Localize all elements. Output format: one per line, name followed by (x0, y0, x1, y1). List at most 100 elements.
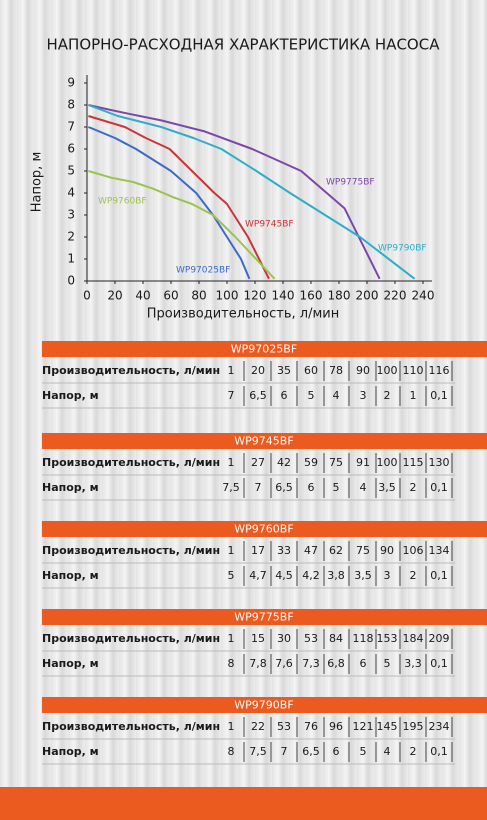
x-tick-label: 180 (328, 289, 351, 303)
table-cell: 91 (356, 456, 370, 469)
series-line (88, 126, 251, 280)
y-tick-label: 6 (67, 142, 75, 156)
table-cell: 100 (377, 456, 398, 469)
table-cell: 7 (228, 389, 235, 402)
table-cell: 27 (251, 456, 265, 469)
table-cell: 20 (251, 364, 265, 377)
table-cell: 6,5 (275, 481, 293, 494)
table-cell: 5 (384, 657, 391, 670)
table-cell: 3 (360, 389, 367, 402)
table-cell: 2 (410, 481, 417, 494)
table-cell: 76 (304, 720, 318, 733)
x-tick-label: 0 (83, 289, 91, 303)
x-tick-label: 140 (272, 289, 295, 303)
table-cell: 0,1 (430, 389, 448, 402)
series-label: WP9760BF (98, 197, 147, 207)
x-tick-label: 220 (384, 289, 407, 303)
table-cell: 3,5 (378, 481, 396, 494)
table-cell: 35 (277, 364, 291, 377)
table-header (42, 433, 487, 449)
table-cell: 145 (377, 720, 398, 733)
table-cell: 0,1 (430, 481, 448, 494)
table-cell: 0,1 (430, 657, 448, 670)
table-cell: 7,6 (275, 657, 293, 670)
table-cell: 3,3 (404, 657, 422, 670)
x-tick-label: 160 (300, 289, 323, 303)
x-tick-label: 60 (163, 289, 178, 303)
table-cell: 47 (304, 544, 318, 557)
row-label: Напор, м (42, 389, 99, 402)
table-cell: 2 (384, 389, 391, 402)
series-label: WP9745BF (245, 220, 294, 230)
table-header (42, 697, 487, 713)
series-line (88, 115, 270, 280)
y-tick-label: 2 (67, 230, 75, 244)
table-cell: 1 (228, 456, 235, 469)
table-cell: 1 (228, 720, 235, 733)
row-label: Напор, м (42, 569, 99, 582)
table-cell: 8 (228, 745, 235, 758)
table-cell: 1 (228, 364, 235, 377)
y-tick-label: 1 (67, 252, 75, 266)
y-axis-label: Напор, м (30, 152, 45, 213)
table-cell: 17 (251, 544, 265, 557)
table-cell: 4 (360, 481, 367, 494)
table-cell: 53 (304, 632, 318, 645)
table-cell: 84 (329, 632, 343, 645)
table-header (42, 609, 487, 625)
table-cell: 209 (429, 632, 450, 645)
x-axis-label: Производительность, л/мин (147, 307, 339, 322)
table-cell: 7,3 (302, 657, 320, 670)
table-cell: 6 (308, 481, 315, 494)
table-cell: 134 (429, 544, 450, 557)
series-label: WP9790BF (378, 244, 427, 254)
table-title: WP97025BF (231, 343, 297, 356)
table-cell: 0,1 (430, 569, 448, 582)
table-cell: 5 (308, 389, 315, 402)
table-cell: 42 (277, 456, 291, 469)
table-cell: 100 (377, 364, 398, 377)
table-cell: 6,8 (327, 657, 345, 670)
y-tick-label: 8 (67, 98, 75, 112)
table-cell: 7,8 (249, 657, 267, 670)
table-cell: 6 (281, 389, 288, 402)
x-tick-label: 100 (216, 289, 239, 303)
table-cell: 153 (377, 632, 398, 645)
table-cell: 3,8 (327, 569, 345, 582)
x-tick-label: 240 (412, 289, 435, 303)
y-tick-label: 3 (67, 208, 75, 222)
table-cell: 1 (410, 389, 417, 402)
table-cell: 5 (228, 569, 235, 582)
table-cell: 4,2 (302, 569, 320, 582)
table-cell: 116 (429, 364, 450, 377)
y-tick-label: 5 (67, 164, 75, 178)
table-cell: 2 (410, 745, 417, 758)
table-cell: 7 (255, 481, 262, 494)
table-cell: 4,7 (249, 569, 267, 582)
table-cell: 106 (403, 544, 424, 557)
table-cell: 53 (277, 720, 291, 733)
table-cell: 4,5 (275, 569, 293, 582)
table-cell: 7,5 (222, 481, 240, 494)
table-cell: 33 (277, 544, 291, 557)
table-cell: 60 (304, 364, 318, 377)
table-cell: 121 (353, 720, 374, 733)
table-cell: 6 (360, 657, 367, 670)
table-cell: 234 (429, 720, 450, 733)
series-line (88, 104, 416, 280)
table-cell: 90 (380, 544, 394, 557)
table-cell: 0,1 (430, 745, 448, 758)
table-cell: 8 (228, 657, 235, 670)
table-cell: 59 (304, 456, 318, 469)
y-tick-label: 9 (67, 76, 75, 90)
table-cell: 1 (228, 544, 235, 557)
y-tick-label: 0 (67, 274, 75, 288)
table-cell: 62 (329, 544, 343, 557)
table-title: WP9775BF (234, 611, 293, 624)
table-cell: 195 (403, 720, 424, 733)
table-cell: 75 (356, 544, 370, 557)
table-cell: 3 (384, 569, 391, 582)
row-label: Производительность, л/мин (42, 720, 220, 733)
footer-bar (0, 787, 487, 820)
